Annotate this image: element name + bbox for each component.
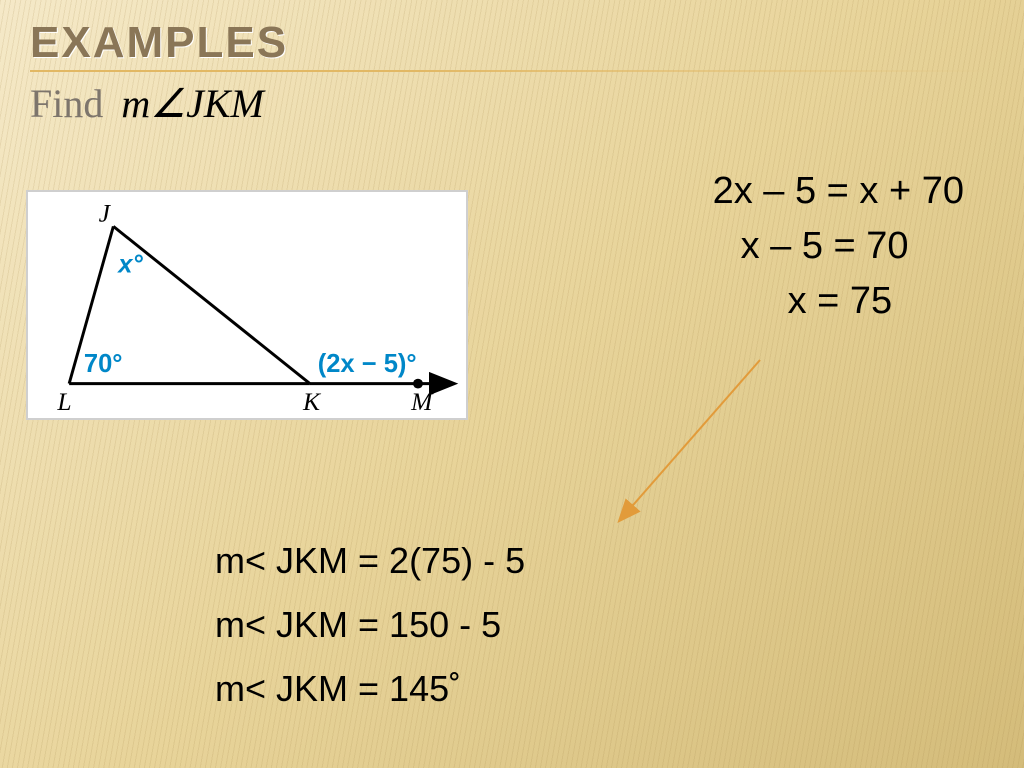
slide-title: EXAMPLES (30, 18, 994, 68)
sol-line-1: m< JKM = 2(75) - 5 (215, 540, 525, 582)
vertex-m: M (410, 387, 434, 416)
pointer-arrow (600, 350, 800, 550)
find-word: Find (30, 80, 103, 127)
equation-steps: 2x – 5 = x + 70 x – 5 = 70 x = 75 (713, 170, 964, 335)
angle-symbol: ∠ (150, 81, 186, 126)
title-divider (30, 70, 994, 72)
solution-steps: m< JKM = 2(75) - 5 m< JKM = 150 - 5 m< J… (215, 540, 525, 732)
eq-line-2: x – 5 = 70 (713, 225, 964, 268)
find-prompt: Find m∠JKM (30, 80, 994, 127)
vertex-j: J (99, 198, 112, 227)
eq-line-3: x = 75 (713, 280, 964, 323)
triangle-diagram: J L K M x° 70° (2x − 5)° (26, 190, 468, 420)
eq-line-1: 2x – 5 = x + 70 (713, 170, 964, 213)
vertex-k: K (302, 387, 322, 416)
angle-j-label: x° (116, 251, 143, 279)
sol-line-2: m< JKM = 150 - 5 (215, 604, 525, 646)
sol-line-3: m< JKM = 145˚ (215, 668, 525, 710)
ext-angle-label: (2x − 5)° (318, 350, 417, 378)
vertex-l: L (56, 387, 71, 416)
find-angle: m∠JKM (121, 80, 264, 127)
slide-content: EXAMPLES Find m∠JKM J L K (0, 0, 1024, 768)
angle-l-label: 70° (84, 350, 123, 378)
